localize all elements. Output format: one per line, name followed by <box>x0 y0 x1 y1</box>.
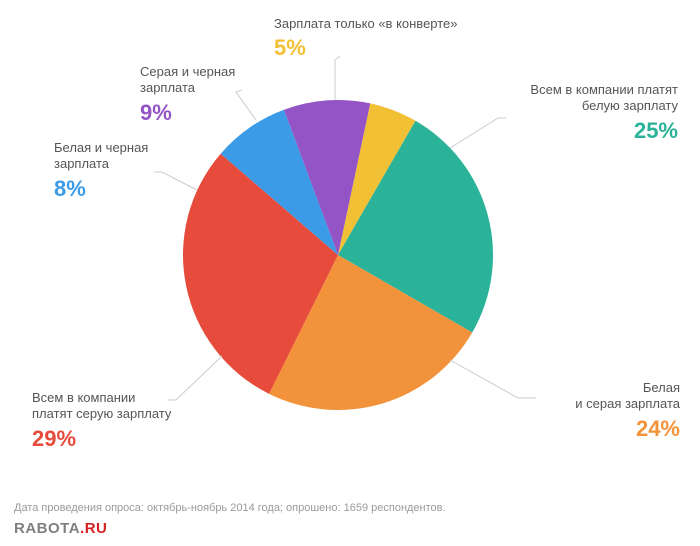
pie-chart-container: Дата проведения опроса: октябрь-ноябрь 2… <box>0 0 700 546</box>
slice-label-text: белую зарплату <box>582 98 678 113</box>
slice-label-text: Белая и черная <box>54 140 148 155</box>
brand-part2: .RU <box>80 520 107 537</box>
slice-pct: 25% <box>508 117 678 145</box>
slice-label-white-and-black: Белая и чернаязарплата 8% <box>54 140 184 202</box>
leader-line-all-white <box>450 118 506 148</box>
leader-line-white-and-gray <box>450 360 536 398</box>
slice-label-text: Белая <box>643 380 680 395</box>
slice-label-text: зарплата <box>54 156 109 171</box>
slice-label-text: Всем в компании платят <box>530 82 678 97</box>
slice-pct: 8% <box>54 175 184 203</box>
slice-pct: 29% <box>32 425 202 453</box>
slice-label-text: и серая зарплата <box>575 396 680 411</box>
footer-note: Дата проведения опроса: октябрь-ноябрь 2… <box>14 502 446 514</box>
slice-label-white-and-gray: Белаяи серая зарплата 24% <box>540 380 680 442</box>
slice-label-gray-and-black: Серая и чернаязарплата 9% <box>140 64 270 126</box>
slice-pct: 24% <box>540 415 680 443</box>
brand-logo: RABOTA.RU <box>14 520 107 538</box>
slice-label-text: Серая и черная <box>140 64 235 79</box>
slice-label-text: Всем в компании <box>32 390 135 405</box>
slice-pct: 5% <box>274 34 494 62</box>
slice-label-text: Зарплата только «в конверте» <box>274 16 458 31</box>
slice-label-all-white: Всем в компании платятбелую зарплату 25% <box>508 82 678 144</box>
slice-label-text: платят серую зарплату <box>32 406 171 421</box>
slice-label-all-gray: Всем в компанииплатят серую зарплату 29% <box>32 390 202 452</box>
slice-pct: 9% <box>140 99 270 127</box>
leader-line-only-envelope <box>335 56 340 100</box>
slice-label-only-envelope: Зарплата только «в конверте» 5% <box>274 16 494 62</box>
brand-part1: RABOTA <box>14 520 80 537</box>
slice-label-text: зарплата <box>140 80 195 95</box>
